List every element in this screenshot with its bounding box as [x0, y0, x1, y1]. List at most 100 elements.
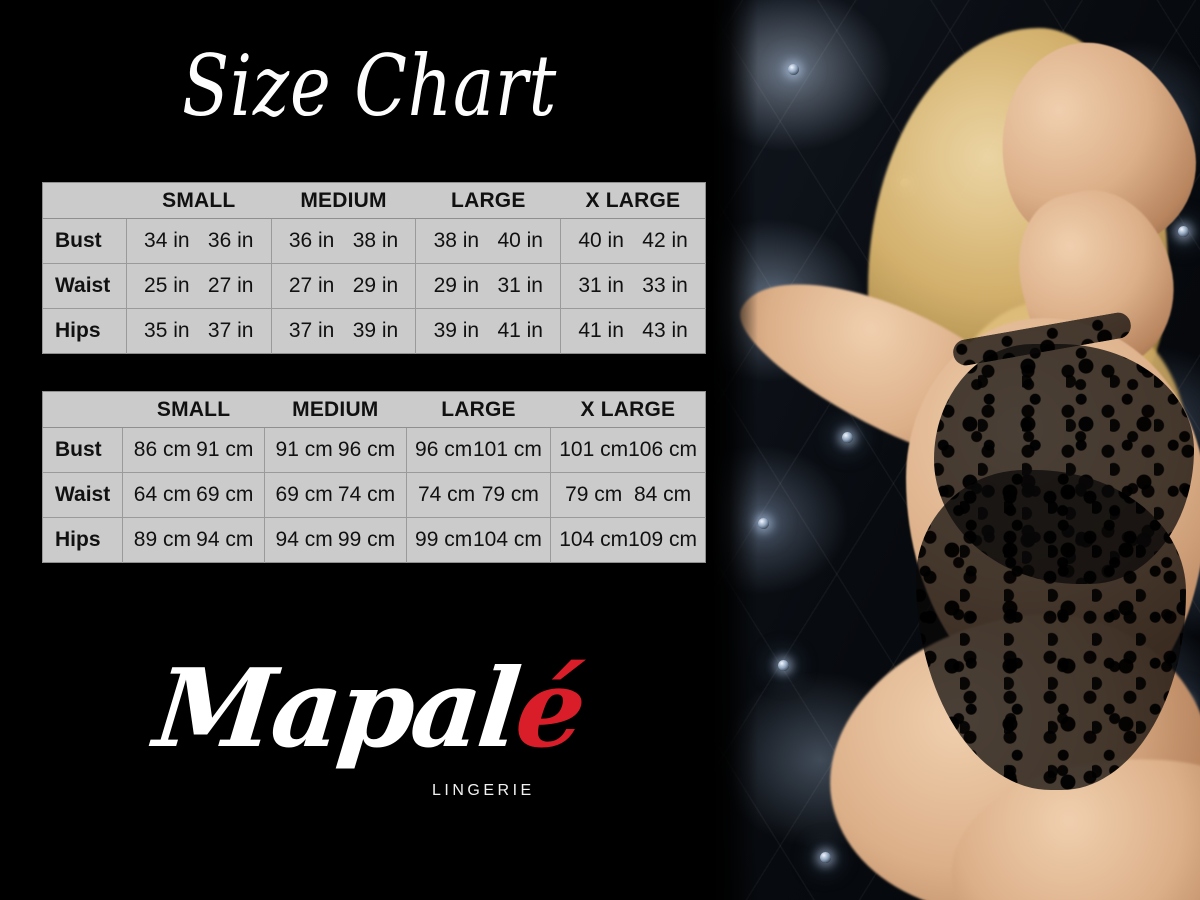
value-min: 91 cm: [275, 438, 333, 461]
page-title: Size Chart: [182, 37, 558, 135]
panel-edge-fade: [712, 0, 758, 900]
brand-wordmark: Mapalé: [149, 646, 589, 772]
brand-tagline: LINGERIE: [432, 782, 535, 799]
value-min: 25 in: [144, 274, 190, 297]
value-max: 31 in: [497, 274, 543, 297]
tufting-stud: [758, 518, 769, 529]
value-min: 89 cm: [133, 528, 191, 551]
value-max: 43 in: [642, 319, 688, 342]
value-min: 94 cm: [275, 528, 333, 551]
table-cm-head: SMALL MEDIUM LARGE X LARGE: [42, 391, 706, 428]
value-max: 37 in: [207, 319, 254, 342]
value-max: 40 in: [497, 229, 543, 252]
value-max: 79 cm: [481, 483, 539, 506]
table-row: Bust 34 in 36 in 36 in 38 in 38 in 40 in…: [42, 218, 706, 264]
value-max: 109 cm: [628, 528, 697, 551]
cell-waist-xlarge: 31 in 33 in: [560, 263, 706, 309]
column-header-large: LARGE: [406, 391, 551, 428]
brand-logo: Mapalé LINGERIE: [149, 646, 589, 825]
tufting-stud: [1178, 226, 1189, 237]
cell-hips-medium: 94 cm 99 cm: [263, 517, 407, 563]
cell-bust-medium: 91 cm 96 cm: [263, 427, 407, 473]
cell-waist-small: 25 in 27 in: [125, 263, 272, 309]
cell-bust-large: 38 in 40 in: [415, 218, 561, 264]
value-max: 91 cm: [196, 438, 254, 461]
value-max: 29 in: [352, 274, 399, 297]
column-header-xlarge: X LARGE: [550, 391, 706, 428]
value-max: 94 cm: [196, 528, 254, 551]
value-min: 41 in: [578, 319, 624, 342]
cell-hips-large: 99 cm 104 cm: [405, 517, 551, 563]
value-max: 99 cm: [337, 528, 396, 551]
table-inches-header-row: SMALL MEDIUM LARGE X LARGE: [42, 182, 706, 219]
value-min: 96 cm: [415, 438, 473, 461]
table-inches-head: SMALL MEDIUM LARGE X LARGE: [42, 182, 706, 219]
cell-hips-small: 35 in 37 in: [125, 308, 272, 354]
value-min: 99 cm: [415, 528, 473, 551]
table-cm-body: Bust 86 cm 91 cm 91 cm 96 cm 96 cm 101 c…: [41, 427, 706, 563]
cell-hips-xlarge: 41 in 43 in: [560, 308, 706, 354]
column-header-small: SMALL: [122, 391, 265, 428]
table-row: Hips 35 in 37 in 37 in 39 in 39 in 41 in…: [42, 308, 706, 354]
value-max: 96 cm: [337, 438, 396, 461]
size-table-inches: SMALL MEDIUM LARGE X LARGE Bust 34 in 36…: [42, 182, 706, 354]
tufting-stud: [788, 64, 799, 75]
value-max: 74 cm: [337, 483, 396, 506]
cell-bust-xlarge: 40 in 42 in: [560, 218, 706, 264]
tufting-stud: [778, 660, 789, 671]
column-header-xlarge: X LARGE: [560, 182, 706, 219]
value-max: 33 in: [642, 274, 688, 297]
cell-bust-small: 86 cm 91 cm: [122, 427, 265, 473]
row-label-bust: Bust: [42, 218, 127, 264]
value-min: 36 in: [288, 229, 335, 252]
value-max: 69 cm: [196, 483, 254, 506]
value-min: 39 in: [433, 319, 480, 342]
table-row: Waist 64 cm 69 cm 69 cm 74 cm 74 cm 79 c…: [41, 472, 706, 518]
value-max: 39 in: [352, 319, 399, 342]
value-min: 79 cm: [565, 483, 623, 506]
value-min: 35 in: [144, 319, 190, 342]
table-row: Waist 25 in 27 in 27 in 29 in 29 in 31 i…: [42, 263, 706, 309]
brand-accent-letter: é: [510, 646, 590, 772]
row-label-waist: Waist: [41, 472, 123, 518]
value-max: 36 in: [207, 229, 254, 252]
column-header-small: SMALL: [126, 182, 272, 219]
tufting-stud: [820, 852, 831, 863]
cell-waist-large: 74 cm 79 cm: [405, 472, 551, 518]
value-max: 106 cm: [628, 438, 697, 461]
row-label-waist: Waist: [42, 263, 127, 309]
cell-waist-xlarge: 79 cm 84 cm: [550, 472, 706, 518]
value-min: 101 cm: [559, 438, 629, 461]
cell-hips-small: 89 cm 94 cm: [122, 517, 265, 563]
column-header-medium: MEDIUM: [271, 182, 416, 219]
value-min: 31 in: [578, 274, 624, 297]
value-min: 29 in: [433, 274, 480, 297]
value-max: 38 in: [352, 229, 399, 252]
tufting-stud: [842, 432, 853, 443]
column-header-medium: MEDIUM: [264, 391, 407, 428]
table-inches-corner-cell: [42, 182, 127, 219]
cell-waist-large: 29 in 31 in: [415, 263, 561, 309]
value-max: 41 in: [497, 319, 543, 342]
cell-waist-medium: 69 cm 74 cm: [263, 472, 407, 518]
cell-bust-small: 34 in 36 in: [125, 218, 272, 264]
model-figure: [700, 0, 1200, 900]
table-cm-header-row: SMALL MEDIUM LARGE X LARGE: [42, 391, 706, 428]
table-row: Hips 89 cm 94 cm 94 cm 99 cm 99 cm 104 c…: [41, 517, 706, 563]
cell-waist-medium: 27 in 29 in: [270, 263, 416, 309]
value-max: 104 cm: [472, 528, 542, 551]
row-label-hips: Hips: [42, 308, 127, 354]
cell-hips-xlarge: 104 cm 109 cm: [550, 517, 706, 563]
value-max: 27 in: [207, 274, 254, 297]
value-min: 86 cm: [133, 438, 191, 461]
value-max: 101 cm: [472, 438, 542, 461]
value-max: 84 cm: [633, 483, 692, 506]
value-min: 34 in: [144, 229, 190, 252]
value-min: 40 in: [578, 229, 624, 252]
value-min: 69 cm: [275, 483, 333, 506]
value-max: 42 in: [642, 229, 688, 252]
cell-hips-large: 39 in 41 in: [415, 308, 561, 354]
value-min: 64 cm: [133, 483, 191, 506]
column-header-large: LARGE: [415, 182, 561, 219]
